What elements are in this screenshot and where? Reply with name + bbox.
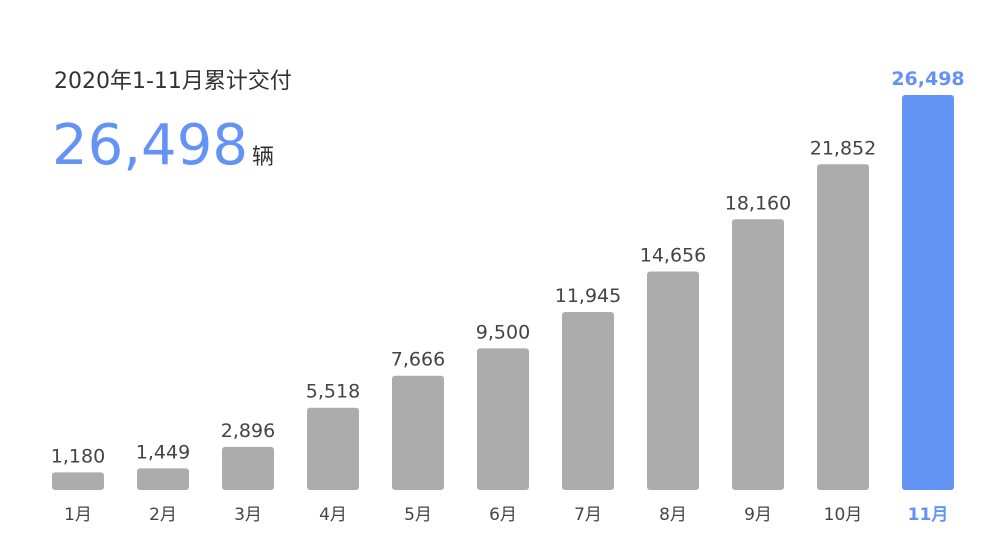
x-tick-label: 6月: [489, 505, 517, 525]
value-label: 9,500: [476, 321, 530, 343]
value-label: 5,518: [306, 381, 360, 403]
x-tick-label: 3月: [234, 505, 262, 525]
x-tick-label: 5月: [404, 505, 432, 525]
bar: [477, 348, 529, 490]
bar: [902, 95, 954, 490]
value-label: 14,656: [640, 245, 706, 267]
x-tick-label: 4月: [319, 505, 347, 525]
value-label: 7,666: [391, 349, 445, 371]
value-label: 1,449: [136, 441, 190, 463]
bar: [307, 407, 359, 490]
bar: [392, 375, 444, 490]
summary-unit: 辆: [252, 145, 274, 170]
bar: [647, 271, 699, 490]
x-tick-label: 10月: [824, 505, 863, 525]
value-label: 18,160: [725, 192, 791, 214]
value-label: 21,852: [810, 137, 876, 159]
x-tick-label: 9月: [744, 505, 772, 525]
bar: [137, 468, 189, 490]
x-tick-label: 11月: [908, 505, 949, 525]
x-tick-label: 8月: [659, 505, 687, 525]
bar: [52, 472, 104, 490]
value-label: 11,945: [555, 285, 621, 307]
bar: [562, 311, 614, 490]
bar: [817, 164, 869, 490]
bar: [222, 446, 274, 490]
bar: [732, 219, 784, 490]
x-tick-label: 7月: [574, 505, 602, 525]
chart-title: 2020年1-11月累计交付: [54, 69, 292, 94]
summary-value: 26,498: [52, 113, 248, 178]
value-label: 2,896: [221, 420, 275, 442]
x-tick-label: 2月: [149, 505, 177, 525]
x-tick-label: 1月: [64, 505, 92, 525]
value-label: 1,180: [51, 445, 105, 467]
value-label: 26,498: [891, 68, 964, 90]
